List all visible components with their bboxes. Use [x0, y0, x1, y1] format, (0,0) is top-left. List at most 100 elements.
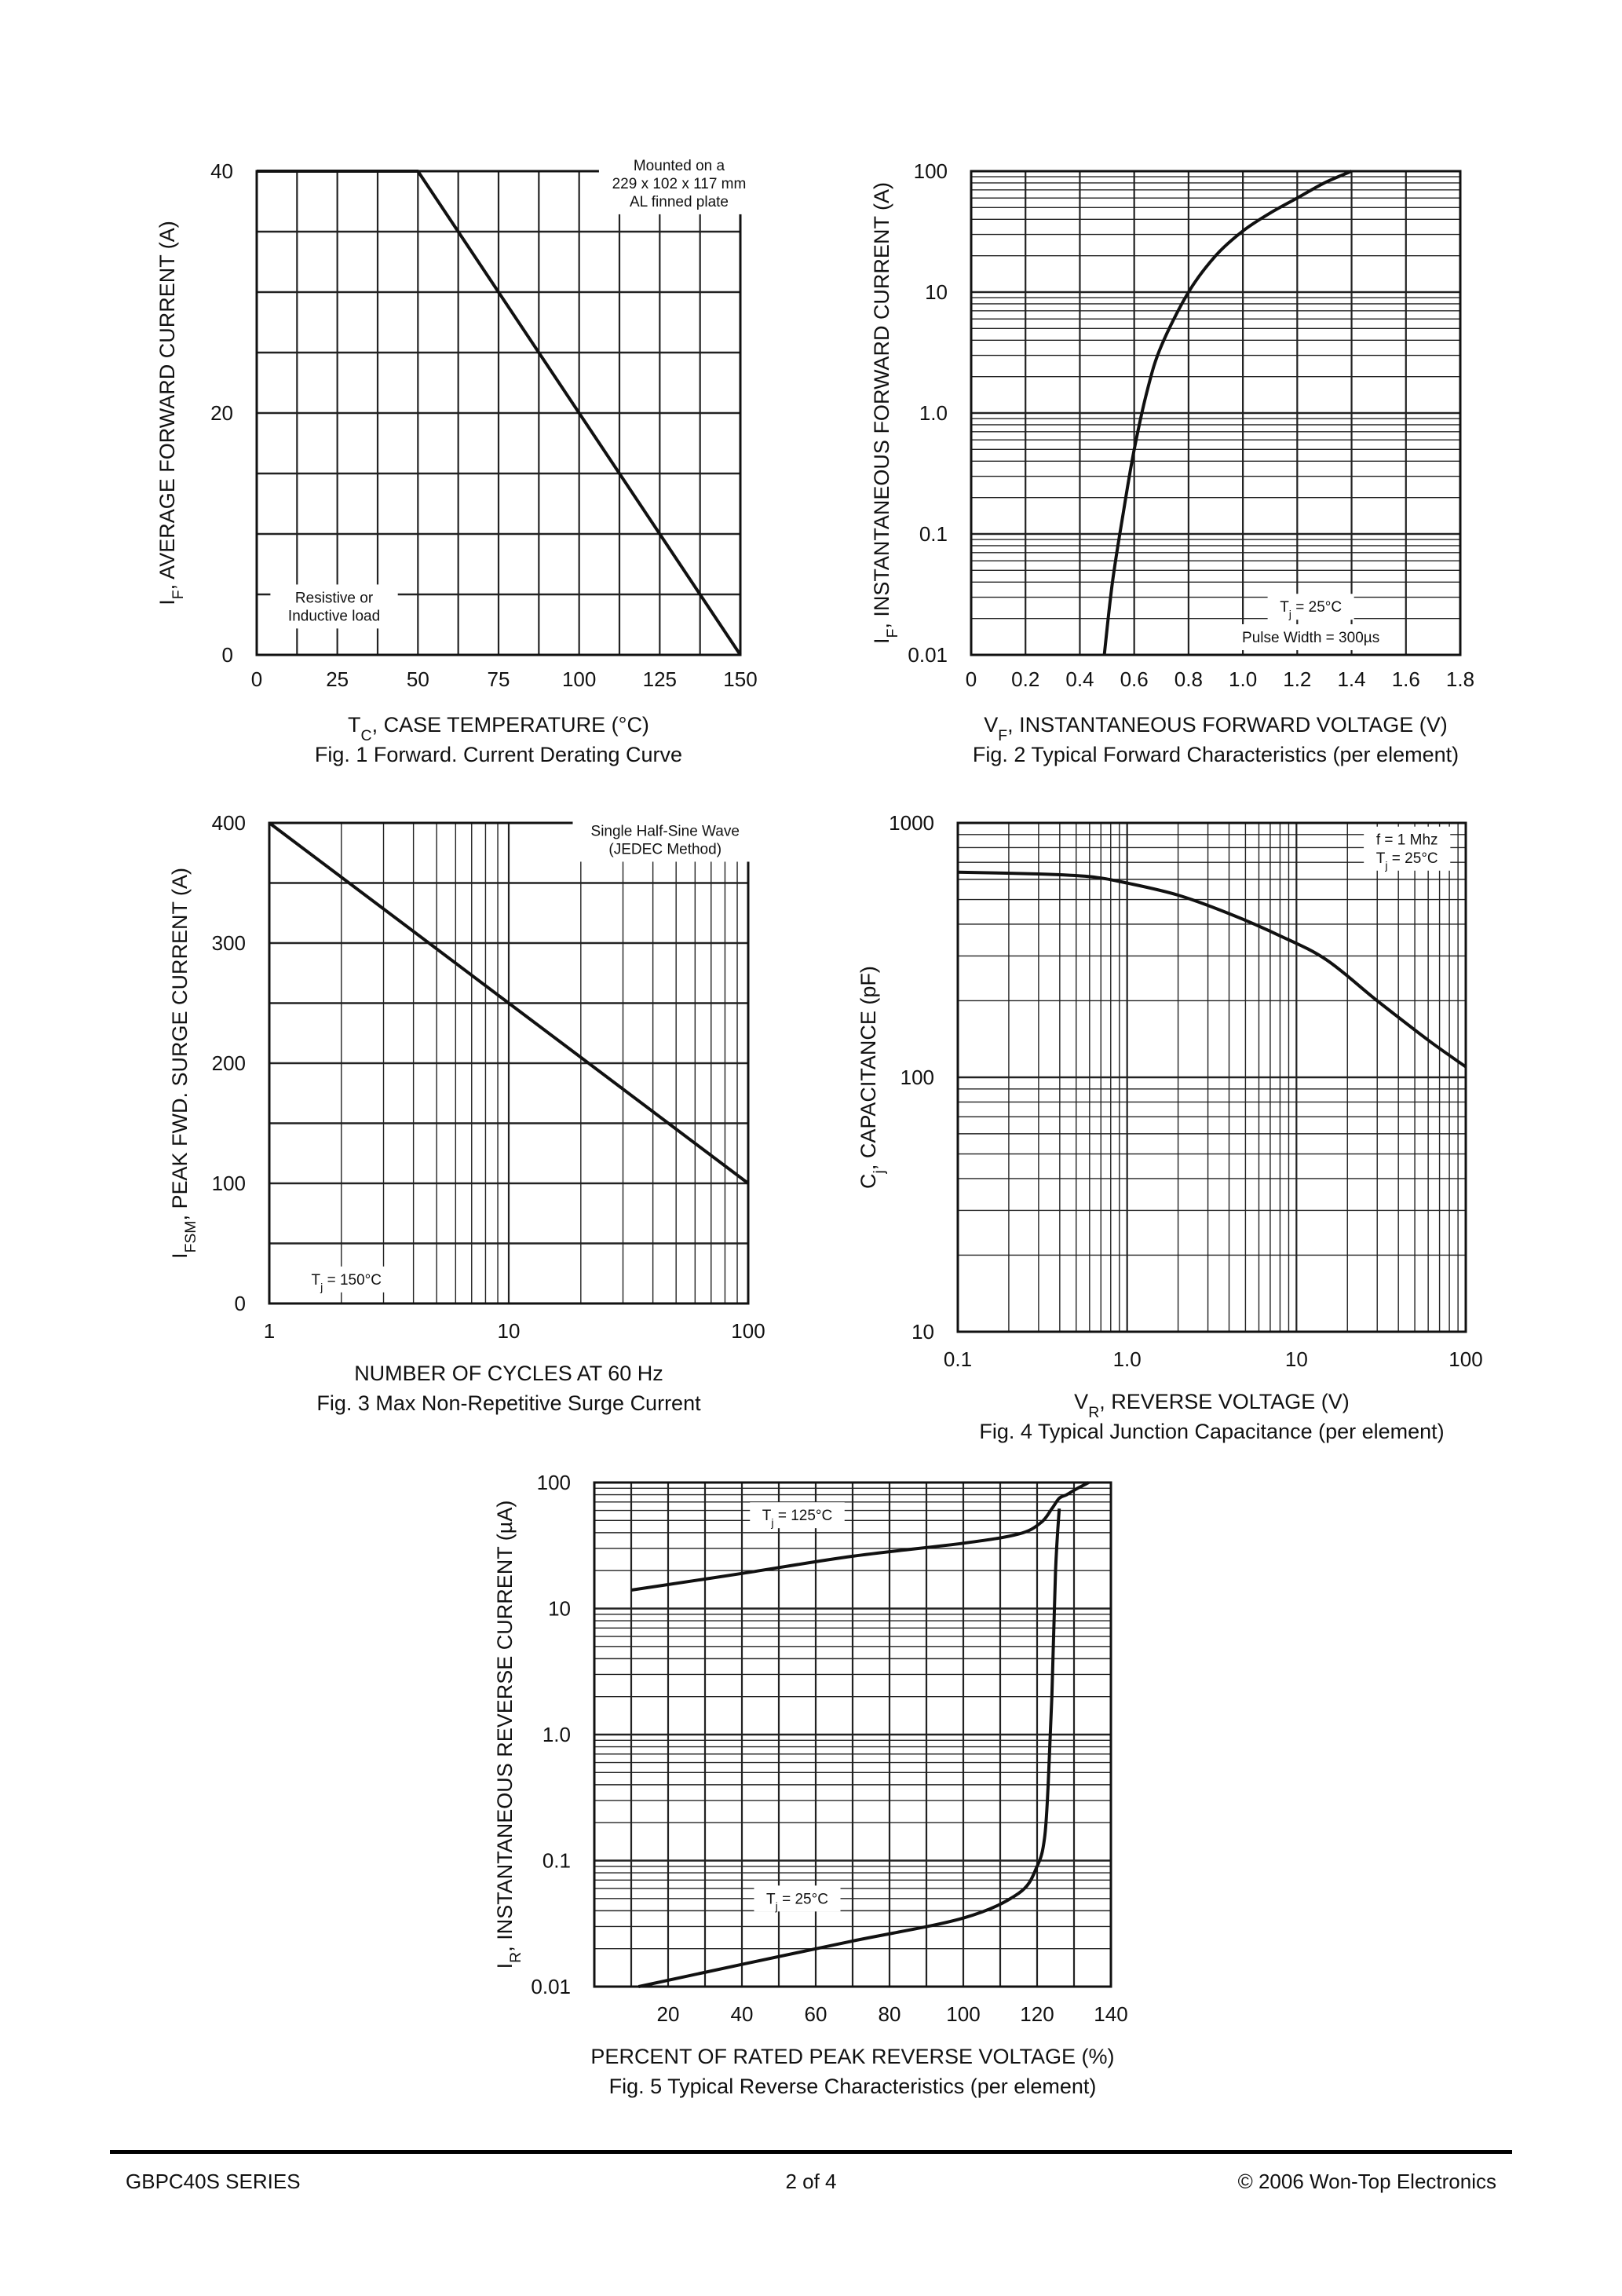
fig5-annotation-0: Tj = 125°C [750, 1502, 845, 1530]
x-tick-label: 0.2 [1011, 667, 1039, 691]
x-tick-label: 1.6 [1392, 667, 1420, 691]
footer-page-number: 2 of 4 [785, 2170, 837, 2193]
annotation-text: Tj = 25°C [1280, 599, 1342, 621]
annotation-text: AL finned plate [630, 194, 729, 210]
annotation-text: Single Half-Sine Wave [591, 823, 740, 839]
x-tick-label: 120 [1020, 2002, 1054, 2026]
y-tick-label: 0.1 [919, 522, 948, 546]
fig4-x-axis-label: VR, REVERSE VOLTAGE (V) [1074, 1390, 1350, 1421]
y-tick-label: 100 [537, 1471, 571, 1494]
x-tick-label: 1.0 [1229, 667, 1257, 691]
fig3-annotation-1: Tj = 150°C [299, 1266, 394, 1294]
y-tick-label: 0.1 [542, 1849, 571, 1873]
x-tick-label: 150 [723, 667, 757, 691]
x-tick-label: 0.8 [1174, 667, 1203, 691]
x-tick-label: 1.0 [1113, 1347, 1142, 1371]
footer-copyright: © 2006 Won-Top Electronics [1237, 2170, 1496, 2193]
page-footer: GBPC40S SERIES 2 of 4 © 2006 Won-Top Ele… [110, 2150, 1512, 2217]
fig1-annotation-0: Mounted on a 229 x 102 x 117 mm AL finned … [598, 152, 760, 214]
x-tick-label: 0.6 [1120, 667, 1149, 691]
fig3-x-axis-label: NUMBER OF CYCLES AT 60 Hz [354, 1362, 663, 1385]
y-tick-label: 10 [925, 280, 948, 304]
y-tick-label: 200 [212, 1051, 246, 1075]
fig5-plot-frame [593, 1481, 1112, 1988]
x-tick-label: 140 [1094, 2002, 1127, 2026]
fig3-y-axis-label: IFSM, PEAK FWD. SURGE CURRENT (A) [168, 868, 199, 1259]
x-tick-label: 80 [879, 2002, 901, 2026]
x-tick-label: 25 [326, 667, 349, 691]
annotation-text: Resistive or [295, 590, 374, 606]
x-tick-label: 0.4 [1065, 667, 1094, 691]
x-tick-label: 1.8 [1446, 667, 1474, 691]
footer-series: GBPC40S SERIES [126, 2170, 301, 2193]
fig2-y-axis-label: IF, INSTANTANEOUS FORWARD CURRENT (A) [870, 182, 901, 644]
y-tick-label: 40 [210, 159, 233, 183]
y-tick-label: 0.01 [908, 643, 948, 667]
annotation-background [1364, 844, 1451, 871]
y-tick-label: 100 [914, 159, 948, 183]
y-tick-label: 0 [235, 1292, 246, 1315]
fig3-caption: Fig. 3 Max Non-Repetitive Surge Current [316, 1391, 701, 1415]
fig5-x-axis-label: PERCENT OF RATED PEAK REVERSE VOLTAGE (%… [590, 2045, 1114, 2068]
x-tick-label: 100 [946, 2002, 980, 2026]
fig1-caption: Fig. 1 Forward. Current Derating Curve [315, 743, 682, 766]
fig5-series-line-1 [637, 1508, 1061, 1988]
fig5-y-axis-label: IR, INSTANTANEOUS REVERSE CURRENT (µA) [493, 1501, 524, 1969]
annotation-text: Tj = 150°C [312, 1272, 382, 1294]
y-tick-label: 0 [222, 643, 233, 667]
fig3-chart: 1 10 100 0 100 200 300 400 Single Half-Sine Wave… [168, 811, 765, 1415]
fig4-series-line-0 [957, 870, 1467, 1069]
annotation-text: Mounted on a [634, 158, 725, 174]
y-tick-label: 1.0 [919, 401, 948, 425]
annotation-text: 229 x 102 x 117 mm [612, 176, 747, 192]
fig4-annotation-1: Tj = 25°C [1364, 844, 1451, 872]
annotation-background [1226, 623, 1395, 650]
annotation-background [572, 817, 758, 862]
annotation-text: f = 1 Mhz [1376, 832, 1438, 849]
y-tick-label: 10 [548, 1597, 571, 1621]
fig1-annotation-1: Resistive or Inductive load [270, 584, 398, 629]
annotation-background [270, 584, 398, 629]
fig2-caption: Fig. 2 Typical Forward Characteristics (… [973, 743, 1459, 766]
fig4-y-axis-label: Cj, CAPACITANCE (pF) [857, 966, 888, 1189]
x-tick-label: 100 [562, 667, 596, 691]
y-tick-label: 10 [911, 1320, 934, 1344]
fig5-grid [593, 1481, 1112, 1988]
annotation-background [750, 1502, 845, 1529]
x-tick-label: 20 [657, 2002, 680, 2026]
fig2-annotation-0: Tj = 25°C [1267, 594, 1354, 621]
fig5-annotation-1: Tj = 25°C [754, 1885, 841, 1913]
fig3-grid [268, 821, 750, 1305]
x-tick-label: 50 [407, 667, 429, 691]
fig1-plot-frame [255, 170, 742, 656]
y-tick-label: 0.01 [531, 1975, 571, 1998]
x-tick-label: 60 [805, 2002, 827, 2026]
x-tick-label: 100 [731, 1319, 765, 1343]
x-tick-label: 125 [643, 667, 677, 691]
fig2-series-line-0 [1102, 170, 1353, 656]
annotation-text: (JEDEC Method) [608, 841, 721, 857]
x-tick-label: 100 [1448, 1347, 1482, 1371]
annotation-text: Inductive load [288, 608, 380, 624]
y-tick-label: 20 [210, 401, 233, 425]
fig3-series-line-0 [268, 821, 750, 1185]
fig5-chart: 20 40 60 80 100 120 140 0.01 0.1 1.0 10 100 Tj = 125… [493, 1471, 1128, 2098]
x-tick-label: 1.4 [1337, 667, 1365, 691]
fig1-series-line-0 [257, 170, 742, 656]
fig1-y-axis-label: IF, AVERAGE FORWARD CURRENT (A) [155, 221, 187, 605]
x-tick-label: 1 [264, 1319, 275, 1343]
fig5-series-line-0 [630, 1481, 1090, 1592]
y-tick-label: 100 [212, 1172, 246, 1195]
x-tick-label: 40 [731, 2002, 754, 2026]
fig2-x-axis-label: VF, INSTANTANEOUS FORWARD VOLTAGE (V) [984, 713, 1447, 744]
fig1-grid [255, 170, 742, 656]
annotation-background [754, 1885, 841, 1912]
fig3-annotation-0: Single Half-Sine Wave (JEDEC Method) [572, 817, 758, 862]
y-tick-label: 1000 [889, 811, 934, 835]
fig1-chart: 0 25 50 75 100 125 150 0 20 40 Mounted on a 229 x 1… [155, 152, 760, 766]
x-tick-label: 1.2 [1283, 667, 1311, 691]
annotation-background [299, 1266, 394, 1292]
annotation-background [1267, 594, 1354, 620]
